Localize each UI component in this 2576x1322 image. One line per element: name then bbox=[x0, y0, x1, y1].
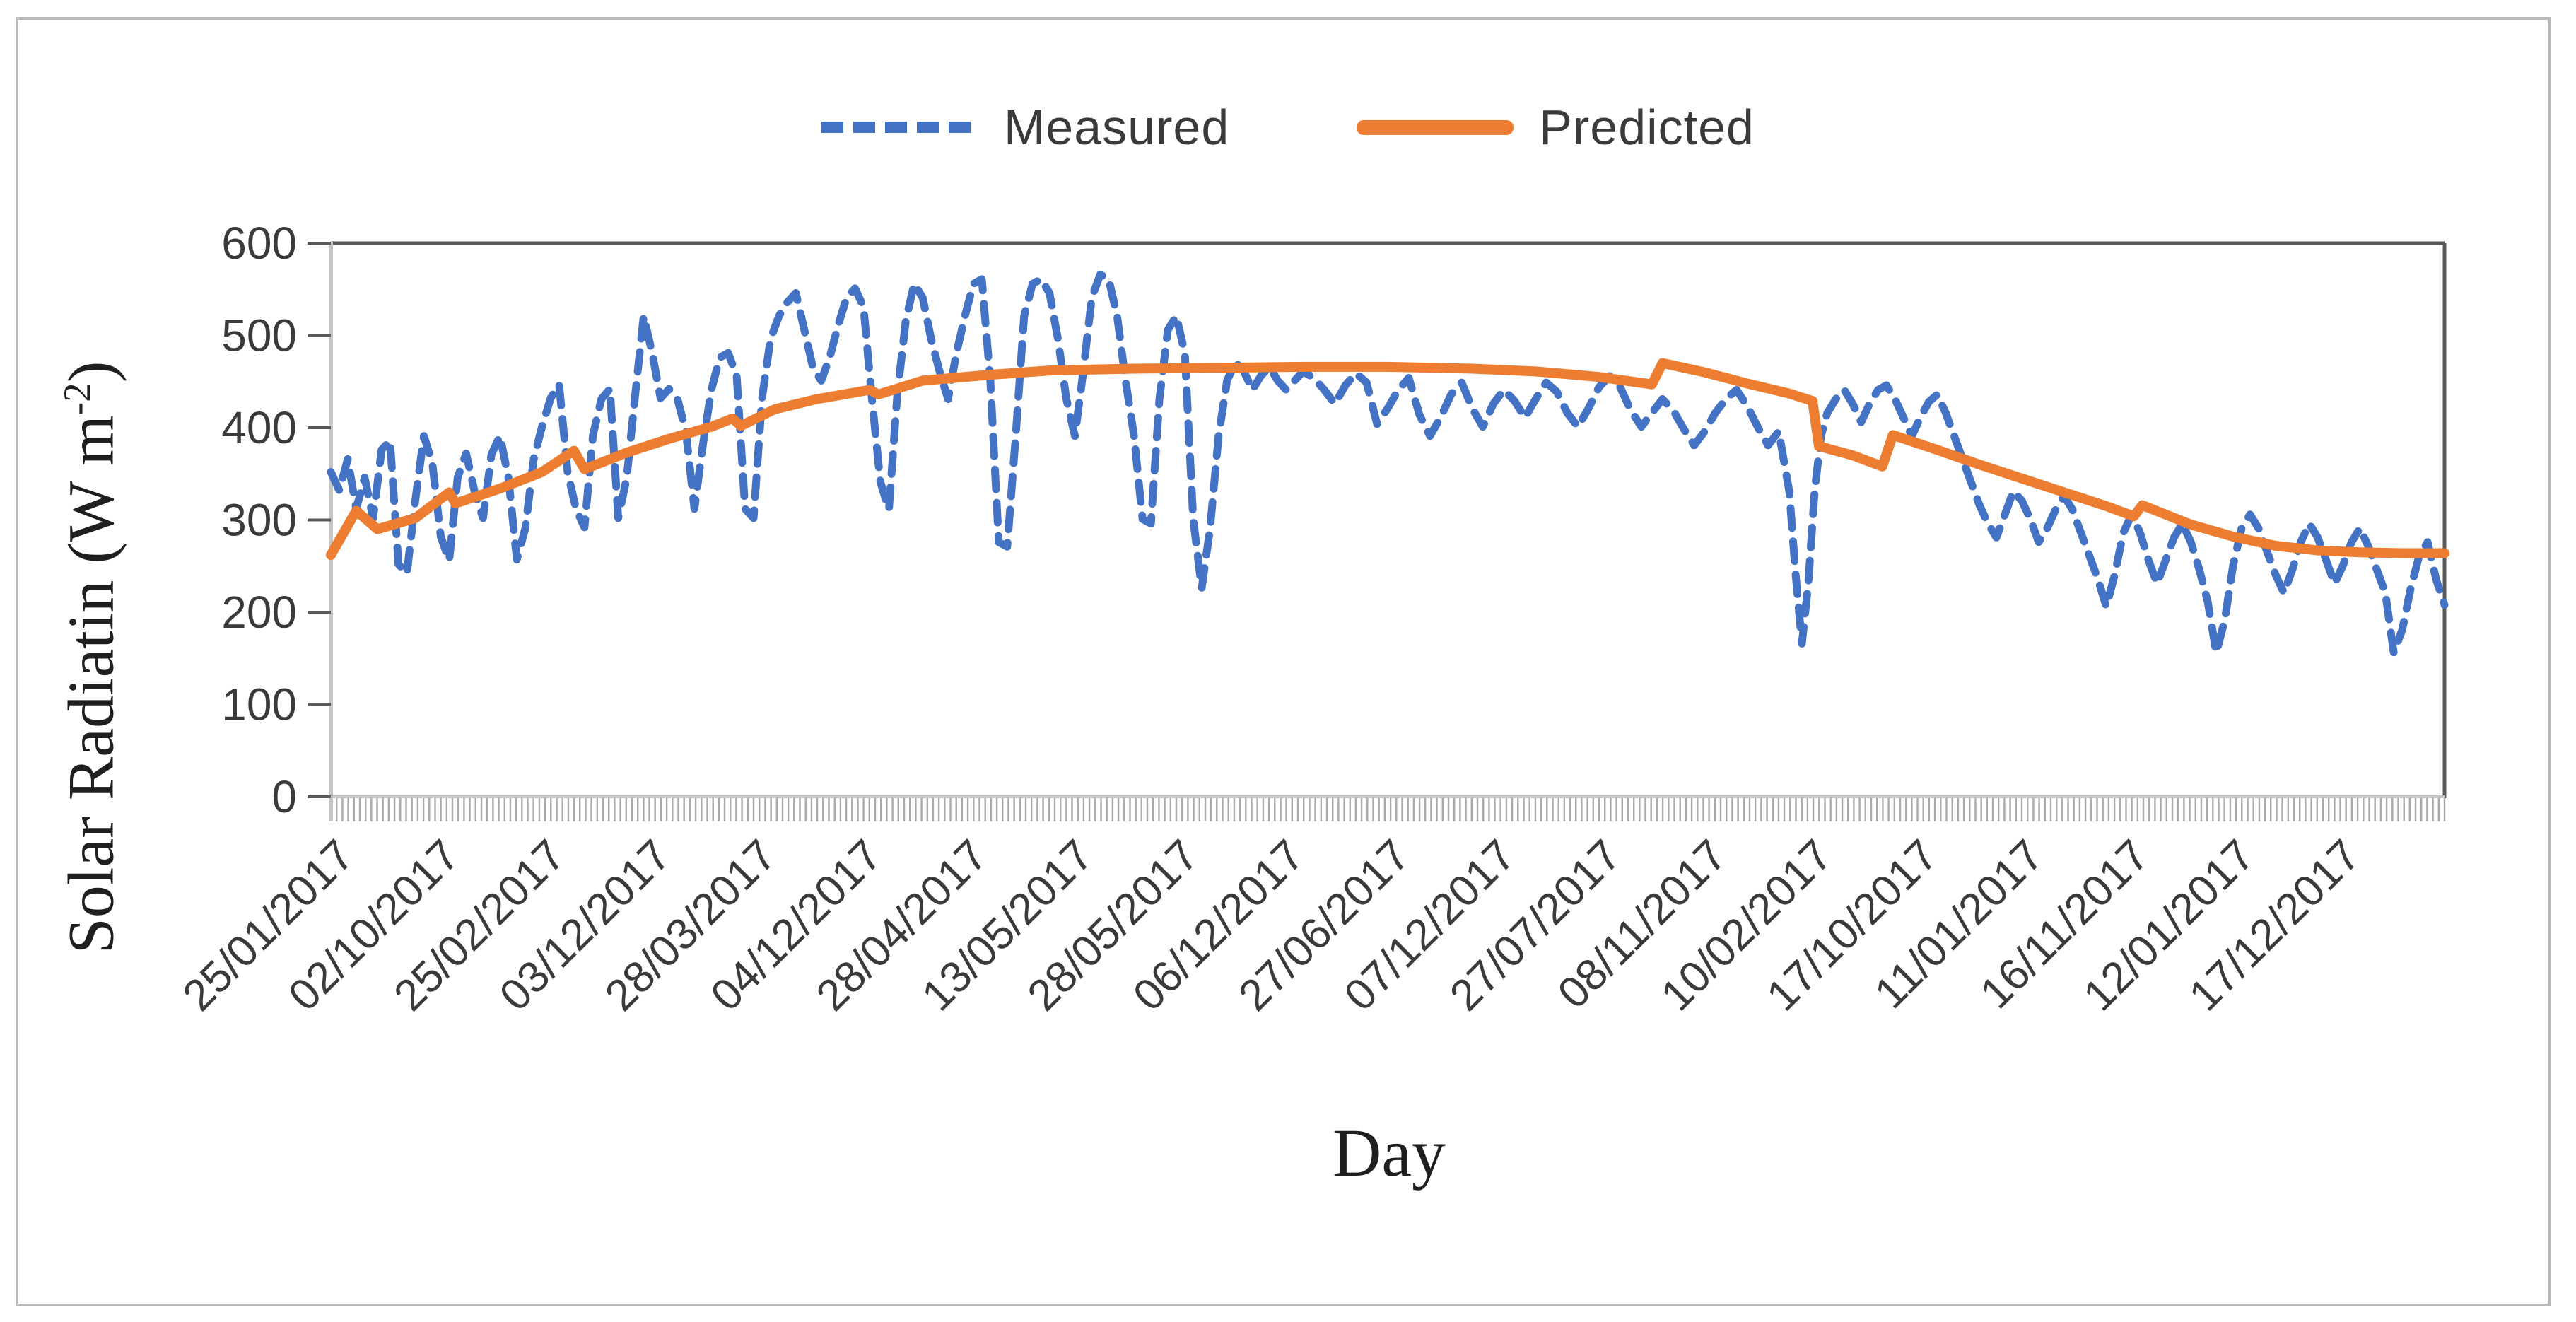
y-tick-label: 600 bbox=[221, 218, 297, 269]
measured-line bbox=[327, 270, 2449, 657]
legend-item-measured[interactable]: Measured bbox=[821, 99, 1229, 156]
y-tick-label: 500 bbox=[221, 310, 297, 361]
legend-label-measured: Measured bbox=[1003, 100, 1230, 155]
measured-line-swatch-icon bbox=[821, 122, 978, 133]
predicted-line bbox=[326, 358, 2449, 561]
y-tick-label: 200 bbox=[221, 587, 297, 638]
legend-label-predicted: Predicted bbox=[1539, 100, 1755, 155]
predicted-line-swatch-icon bbox=[1357, 119, 1514, 135]
figure-border bbox=[16, 17, 2551, 1306]
legend-item-predicted[interactable]: Predicted bbox=[1357, 99, 1755, 156]
chart-legend: Measured Predicted bbox=[0, 85, 2576, 170]
y-tick-label: 0 bbox=[271, 771, 297, 822]
x-axis-minor-ticks bbox=[329, 797, 2446, 821]
y-tick-label: 400 bbox=[221, 402, 297, 453]
x-axis-title: Day bbox=[1333, 1115, 1446, 1191]
y-tick-label: 100 bbox=[221, 679, 297, 730]
y-tick-label: 300 bbox=[221, 495, 297, 546]
